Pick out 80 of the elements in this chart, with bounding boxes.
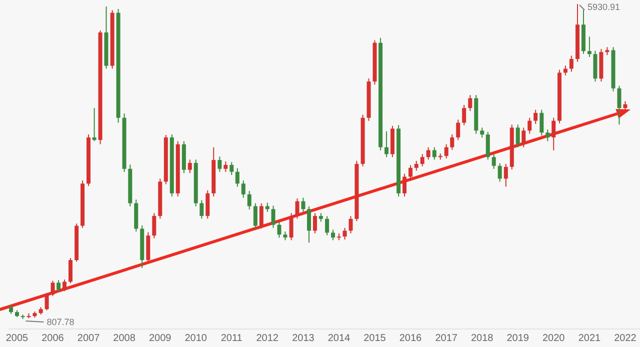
x-tick-label: 2020 xyxy=(542,333,566,344)
annotation: 807.78 xyxy=(46,317,74,327)
x-tick-label: 2019 xyxy=(506,333,530,344)
candlestick xyxy=(259,202,264,229)
x-tick-label: 2008 xyxy=(113,333,136,344)
candlestick xyxy=(456,119,460,140)
candlestick xyxy=(307,206,312,244)
x-tick-label: 2013 xyxy=(292,333,315,344)
x-tick-label: 2010 xyxy=(184,333,208,344)
candlestick xyxy=(218,156,222,172)
x-tick-label: 2015 xyxy=(364,333,386,344)
candlestick xyxy=(325,216,330,236)
candlestick xyxy=(271,205,276,228)
candlestick xyxy=(253,202,258,229)
candlestick xyxy=(492,154,496,170)
candlestick xyxy=(540,109,544,136)
x-tick-label: 2021 xyxy=(578,333,602,344)
candlestick xyxy=(68,257,72,284)
candlestick xyxy=(50,280,55,297)
candlestick xyxy=(432,146,436,160)
candlestick xyxy=(444,144,448,159)
candlestick xyxy=(277,221,282,238)
candlestick xyxy=(426,146,430,160)
candlestick xyxy=(200,200,204,220)
candlestick xyxy=(342,227,347,240)
candlestick xyxy=(504,163,508,188)
candlestick xyxy=(312,212,317,234)
candlestick xyxy=(617,85,622,126)
candlestick xyxy=(552,117,556,151)
x-tick-label: 2011 xyxy=(220,333,243,344)
candlestick xyxy=(230,162,234,176)
candlestick xyxy=(414,160,418,172)
candlestick xyxy=(623,100,628,111)
candlestick xyxy=(224,160,228,172)
x-tick-label: 2006 xyxy=(42,333,64,344)
candlestick xyxy=(241,180,246,198)
x-tick-label: 2016 xyxy=(399,333,422,344)
x-tick-label: 2009 xyxy=(149,333,172,344)
candlestick xyxy=(546,128,550,142)
candlestick xyxy=(206,190,210,220)
candlestick xyxy=(480,127,484,138)
candlestick xyxy=(235,168,240,188)
candlestick xyxy=(402,173,407,198)
candlestick xyxy=(188,159,192,174)
candlestick xyxy=(450,134,454,150)
x-tick-label: 2014 xyxy=(328,333,351,344)
candlestick xyxy=(528,117,532,134)
candlestick xyxy=(384,130,388,158)
x-tick-label: 2007 xyxy=(77,333,100,344)
candlestick xyxy=(420,154,424,167)
candlestick xyxy=(563,65,568,76)
annotation: 5930.91 xyxy=(588,2,620,12)
candlestick xyxy=(152,212,156,239)
candlestick xyxy=(62,279,67,292)
candlestick xyxy=(408,164,412,180)
candlestick xyxy=(534,109,538,124)
candlestick xyxy=(522,127,526,148)
candlestick xyxy=(295,198,300,220)
candlestick xyxy=(486,131,490,160)
candlestick xyxy=(462,104,466,126)
candlestick xyxy=(569,55,574,72)
candlestick xyxy=(468,94,472,112)
candlestick xyxy=(44,292,49,311)
x-tick-label: 2018 xyxy=(470,333,494,344)
candlestick xyxy=(9,304,14,314)
x-tick-label: 2012 xyxy=(256,333,279,344)
candlestick xyxy=(516,124,520,148)
candlestick xyxy=(498,162,502,182)
candlestick xyxy=(348,216,353,234)
candlestick xyxy=(587,36,592,58)
x-tick-label: 2005 xyxy=(6,333,29,344)
candlestick xyxy=(92,108,96,142)
x-tick-label: 2017 xyxy=(435,333,458,344)
candlestick xyxy=(265,202,270,212)
candlestick xyxy=(289,212,294,241)
x-tick-label: 2022 xyxy=(614,333,637,344)
candlestick xyxy=(331,229,336,241)
candlestick xyxy=(301,197,306,212)
candlestick xyxy=(247,190,252,210)
candlestick xyxy=(56,280,61,292)
